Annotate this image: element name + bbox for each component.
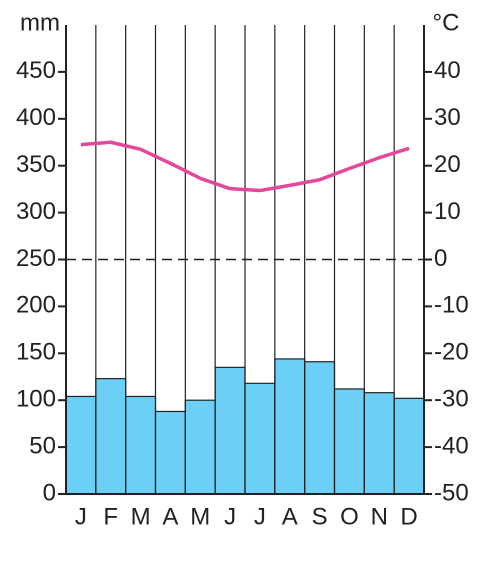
bar bbox=[244, 382, 276, 495]
y-tick-label: 200 bbox=[16, 292, 56, 319]
bar bbox=[304, 361, 336, 495]
x-tick-label: M bbox=[190, 503, 210, 530]
bar bbox=[363, 392, 395, 495]
bar bbox=[125, 395, 157, 495]
x-tick-label: N bbox=[371, 503, 388, 530]
bar bbox=[393, 397, 425, 495]
x-tick-label: A bbox=[162, 503, 178, 530]
bar bbox=[274, 358, 306, 495]
y2-axis-label: °C bbox=[433, 9, 460, 36]
y-tick-label: 450 bbox=[16, 57, 56, 84]
temperature-line bbox=[80, 140, 410, 193]
bar bbox=[154, 410, 186, 495]
y2-tick-label: -10 bbox=[434, 292, 469, 319]
bar bbox=[333, 388, 365, 495]
bar bbox=[65, 395, 97, 495]
y-tick-label: 400 bbox=[16, 104, 56, 131]
x-tick-label: D bbox=[400, 503, 417, 530]
bar bbox=[95, 378, 127, 495]
bar bbox=[184, 399, 216, 495]
y-axis-label: mm bbox=[20, 9, 60, 36]
x-tick-label: J bbox=[224, 503, 236, 530]
y-tick-label: 250 bbox=[16, 245, 56, 272]
x-tick-label: F bbox=[103, 503, 118, 530]
y-tick-label: 50 bbox=[29, 432, 56, 459]
y2-tick-label: -50 bbox=[434, 479, 469, 506]
bar bbox=[214, 366, 246, 495]
x-tick-label: S bbox=[312, 503, 328, 530]
x-tick-label: A bbox=[282, 503, 298, 530]
y-tick-label: 300 bbox=[16, 198, 56, 225]
x-tick-label: J bbox=[254, 503, 266, 530]
y2-tick-label: -20 bbox=[434, 339, 469, 366]
x-tick-label: J bbox=[75, 503, 87, 530]
y-tick-label: 0 bbox=[43, 479, 56, 506]
y2-tick-label: -40 bbox=[434, 432, 469, 459]
y2-tick-label: -30 bbox=[434, 386, 469, 413]
y2-tick-label: 0 bbox=[434, 245, 447, 272]
y2-tick-label: 10 bbox=[434, 198, 461, 225]
y2-tick-label: 20 bbox=[434, 151, 461, 178]
y-tick-label: 100 bbox=[16, 386, 56, 413]
y-tick-label: 150 bbox=[16, 339, 56, 366]
y2-tick-label: 40 bbox=[434, 57, 461, 84]
x-tick-label: O bbox=[340, 503, 359, 530]
x-tick-label: M bbox=[131, 503, 151, 530]
y2-tick-label: 30 bbox=[434, 104, 461, 131]
y-tick-label: 350 bbox=[16, 151, 56, 178]
